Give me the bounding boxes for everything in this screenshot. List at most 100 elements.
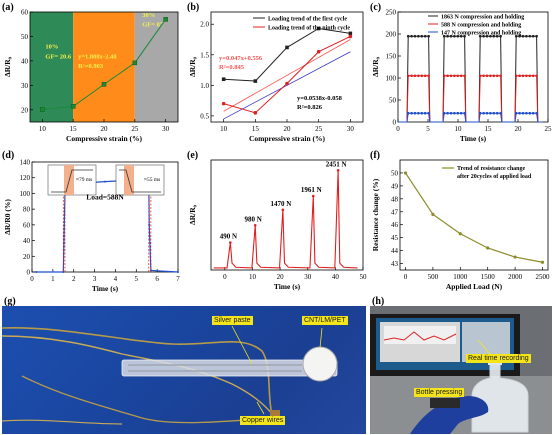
data-point: [514, 34, 518, 38]
data-point: [285, 81, 289, 86]
data-point: [316, 26, 321, 31]
x-tick-label: 30: [347, 125, 355, 133]
legend-label: Loading trend of the first cycle: [268, 17, 347, 23]
legend-label: 147 N compression and holding: [441, 31, 521, 37]
chart-f: 0 500 1000 1500 2000 2500 43 44 45 46 47 48 49 50 Appl…: [371, 159, 551, 291]
x-tick-label: 0: [404, 273, 408, 281]
x-tick-label: 20: [284, 125, 292, 133]
data-point: [221, 77, 226, 82]
data-point: [485, 74, 489, 78]
y-axis-label: ΔR/R₀: [188, 204, 197, 225]
data-point: [486, 246, 490, 250]
data-point: [413, 34, 417, 38]
data-point: [420, 111, 424, 115]
strain-region: [134, 12, 178, 122]
sensor-illustration: [2, 325, 338, 425]
y-tick-label: 30: [21, 82, 29, 90]
data-point: [478, 111, 482, 115]
data-point: [442, 74, 446, 78]
x-tick-label: 25: [131, 125, 139, 133]
y-tick-label: 200: [386, 31, 397, 39]
data-point: [535, 34, 538, 38]
data-point: [348, 34, 353, 39]
data-point: [518, 34, 521, 38]
x-tick-label: 30: [162, 125, 170, 133]
region-label: GF= 20.6: [45, 53, 71, 60]
region-label: GF= 87: [142, 22, 164, 29]
x-tick-label: 1: [51, 275, 55, 283]
copper-wires-tag: Copper wires: [240, 416, 286, 425]
silver-leader: [231, 325, 253, 365]
data-point: [427, 34, 430, 38]
y-tick-label: 46: [391, 221, 399, 229]
data-point: [410, 111, 413, 115]
bottle: [471, 363, 529, 433]
data-point: [446, 34, 449, 38]
series-line: [398, 112, 542, 123]
x-tick-label: 0: [396, 125, 400, 133]
inset-trace: [119, 169, 161, 193]
data-point: [406, 74, 410, 78]
inset-trace: [51, 169, 93, 193]
data-point: [485, 34, 489, 38]
data-point: [449, 111, 453, 115]
peak-point: [336, 169, 340, 172]
y-tick-label: 50: [389, 97, 397, 105]
data-point: [521, 74, 525, 78]
y-tick-label: 150: [386, 53, 397, 61]
strain-region: [30, 12, 74, 122]
data-point: [514, 111, 518, 115]
data-point: [101, 82, 107, 87]
peak-point: [281, 208, 285, 212]
plot-frame: [399, 159, 549, 271]
data-point: [458, 232, 462, 236]
panel-f-label: (f): [370, 150, 380, 161]
panel-g-label: (g): [4, 296, 16, 307]
y-axis-label: Resistance change (%): [371, 178, 380, 251]
x-tick-label: 15: [252, 125, 260, 133]
data-point: [499, 111, 502, 115]
screen-trace: [383, 331, 457, 341]
region-label: 10%: [45, 44, 58, 51]
series-line: [398, 75, 542, 123]
data-point: [70, 104, 76, 109]
data-point: [453, 74, 456, 78]
data-point: [446, 74, 449, 78]
y-tick-label: 50: [391, 169, 399, 177]
data-point: [528, 111, 532, 115]
data-point: [518, 111, 521, 115]
data-point: [492, 74, 496, 78]
y-tick-label: 43: [391, 260, 399, 268]
x-axis-label: Compressive strain (%): [249, 134, 326, 143]
x-tick-label: 2500: [536, 273, 551, 281]
data-point: [104, 180, 106, 183]
y-axis-label: ΔR/R₀: [371, 56, 380, 77]
fit-line: [223, 51, 351, 120]
x-tick-label: 1500: [481, 273, 496, 281]
data-point: [525, 74, 528, 78]
data-point: [528, 34, 532, 38]
data-point: [521, 111, 525, 115]
y-tick-label: 20: [21, 106, 29, 114]
data-point: [348, 31, 353, 36]
material-leader: [319, 327, 323, 349]
y-tick-label: 1.0: [200, 82, 209, 90]
y-tick-label: 0: [393, 119, 397, 127]
data-point: [499, 34, 502, 38]
y-tick-label: 40: [21, 57, 29, 65]
y-tick-label: 60: [21, 9, 29, 17]
x-axis-label: Time (s): [460, 134, 487, 143]
data-point: [420, 34, 424, 38]
data-point: [453, 34, 456, 38]
data-point: [456, 34, 460, 38]
gloved-hand: [410, 396, 489, 434]
legend-label: Trend of resistance change: [457, 166, 525, 172]
data-point: [531, 74, 535, 78]
data-point: [423, 111, 427, 115]
panel-c: (c) 0 5 10 15 20 25 0 50 100 150 200 250 Time (s) ΔR/…: [370, 0, 554, 150]
x-tick-label: 5: [426, 125, 430, 133]
data-point: [456, 111, 460, 115]
data-point: [540, 260, 545, 264]
data-point: [449, 74, 453, 78]
y-tick-label: 60: [23, 221, 31, 229]
